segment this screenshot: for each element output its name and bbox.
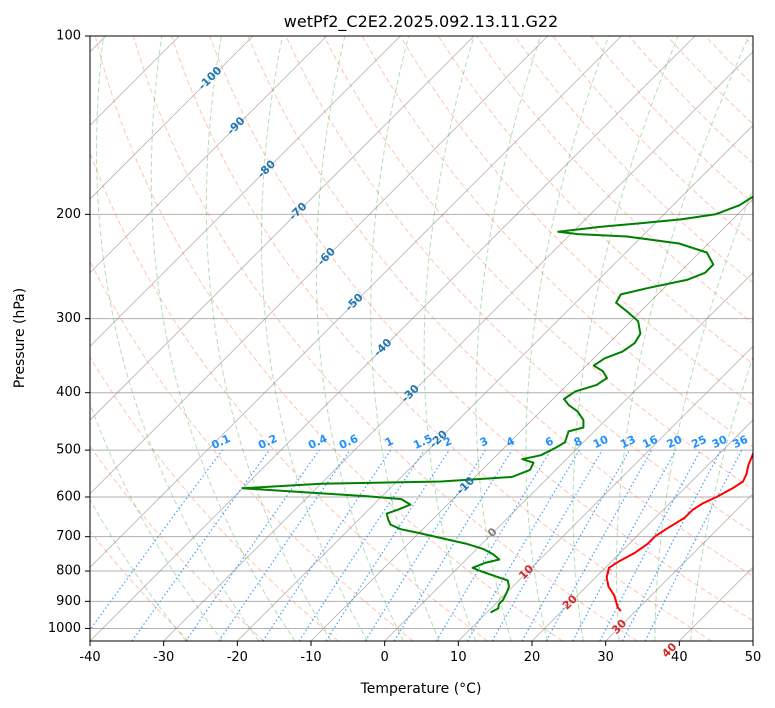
dry-adiabat [171,36,712,641]
x-tick-label: -10 [300,650,321,665]
dry-adiabat [90,445,264,641]
moist-adiabat [616,36,750,641]
dry-adiabat [323,36,753,490]
mixing-ratio-label: 30 [710,433,730,451]
x-tick-label: 50 [745,650,762,665]
isotherm-line [237,124,753,641]
x-tick-label: 30 [597,650,614,665]
moist-adiabat [205,36,332,641]
plot-frame [89,35,754,642]
isotherm-line [605,493,753,641]
dry-adiabat [132,36,638,641]
dry-adiabat [90,355,339,641]
isotherm-line [163,51,753,641]
mixing-ratio-line [435,449,552,641]
isotherm-line [752,640,753,641]
isotherm-line [90,36,254,200]
mixing-ratio-line [545,449,653,641]
mixing-ratio-line [599,449,702,641]
dry-adiabat [247,36,753,577]
isotherm-line [310,198,753,641]
isotherm-line [90,36,548,495]
isotherm-line [90,36,327,274]
moist-adiabat [690,355,753,641]
moist-adiabat [475,36,542,641]
y-tick-label: 500 [56,443,81,458]
dry-adiabat [437,36,753,365]
y-tick-label: 600 [56,490,81,505]
moist-adiabat [90,402,223,641]
chart-title: wetPf2_C2E2.2025.092.13.11.G22 [284,12,558,32]
x-tick-label: -30 [153,650,174,665]
isotherm-line [458,345,753,641]
dry-adiabat [514,36,753,284]
dry-adiabat [90,259,414,641]
mixing-ratio-line [466,449,580,641]
mixing-ratio-line [131,449,270,641]
mixing-ratio-label: 16 [640,433,660,451]
x-axis-label: Temperature (°C) [360,681,482,697]
moist-adiabat [525,36,610,641]
x-tick-label: 20 [524,650,541,665]
x-tick-label: 40 [671,650,688,665]
isotherm-line [90,36,475,421]
moist-adiabat [150,36,296,641]
mixing-ratio-line [621,449,722,641]
dewpoint-profile [241,195,753,614]
x-tick-label: 10 [450,650,467,665]
isotherm-line [384,272,753,641]
dry-adiabat [90,530,190,641]
isotherm-line [90,36,696,641]
y-axis-label: Pressure (hPa) [12,288,28,388]
y-tick-label: 1000 [48,621,81,636]
x-tick-label: -40 [79,650,100,665]
x-tick-label: 0 [381,650,389,665]
y-tick-label: 400 [56,385,81,400]
y-tick-label: 300 [56,311,81,326]
mixing-ratio-line [90,449,223,631]
moist-adiabat [370,36,440,641]
isotherm-line [531,419,753,641]
y-tick-label: 800 [56,564,81,579]
dry-adiabat [361,36,753,448]
mixing-ratio-label: 20 [665,433,685,451]
moist-adiabat [572,36,679,641]
dry-adiabat [285,36,753,534]
mixing-ratio-line [644,449,743,641]
mixing-ratio-line [262,449,392,641]
mixing-ratio-line [572,449,677,641]
dry-adiabat [399,36,753,406]
dry-adiabat [94,36,563,641]
temperature-profile [605,451,753,612]
moist-adiabat [654,187,753,641]
mixing-ratio-line [325,449,450,641]
dry-adiabat [209,36,753,622]
mixing-ratio-line [298,449,425,641]
isotherm-line [90,36,401,347]
x-tick-label: -20 [227,650,248,665]
mixing-ratio-line [185,449,320,641]
y-tick-label: 900 [56,594,81,609]
dry-adiabat [90,151,488,641]
y-tick-label: 700 [56,529,81,544]
mixing-ratio-label: 36 [731,433,751,451]
moist-adiabat [260,36,368,641]
isotherm-line [90,36,622,568]
plot-background [90,36,753,641]
mixing-ratio-line [491,449,603,641]
y-tick-label: 100 [56,29,81,44]
mixing-ratio-label: 10 [591,433,611,451]
mixing-ratio-line [218,449,351,641]
mixing-ratio-label: 25 [689,433,708,451]
mixing-ratio-label: 13 [618,433,637,451]
moist-adiabat [96,36,260,641]
y-tick-label: 200 [56,207,81,222]
